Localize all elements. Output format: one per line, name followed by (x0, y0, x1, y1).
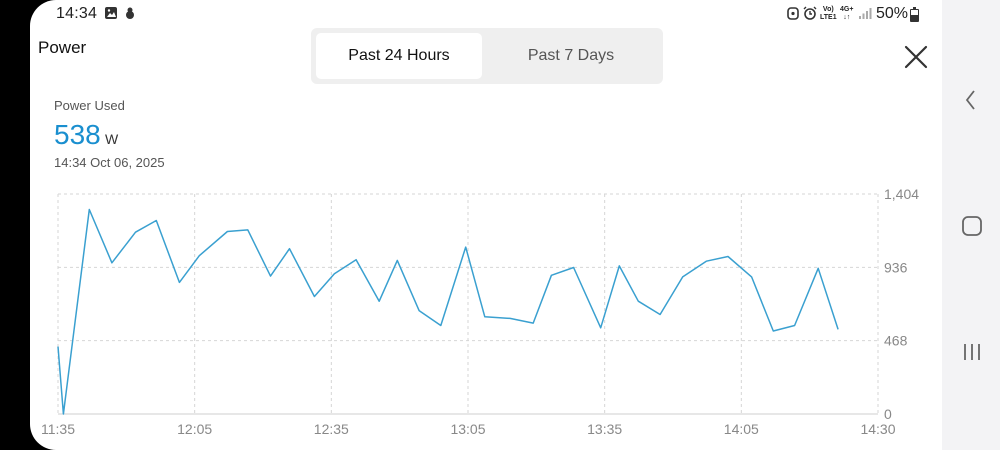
battery-percent: 50% (876, 5, 909, 22)
app-screen: 14:34 Vo) LTE1 4G+ ↓↑ 50% Power Past 24 Ho… (30, 0, 942, 450)
x-tick-label: 13:05 (450, 421, 485, 437)
x-tick-label: 12:35 (314, 421, 349, 437)
x-tick-label: 14:05 (724, 421, 759, 437)
y-tick-label: 0 (884, 406, 892, 422)
back-button[interactable] (962, 88, 980, 117)
close-icon (904, 45, 928, 69)
metric-label: Power Used (54, 98, 125, 113)
app-notification-icon (123, 6, 137, 24)
recents-icon (964, 344, 980, 360)
status-bar: 14:34 Vo) LTE1 4G+ ↓↑ 50% (30, 0, 942, 28)
series-line (57, 208, 839, 415)
metric-unit: W (105, 131, 119, 147)
x-tick-label: 13:35 (587, 421, 622, 437)
y-tick-label: 468 (884, 333, 908, 349)
y-tick-label: 1,404 (884, 186, 919, 202)
x-tick-label: 11:35 (41, 421, 75, 437)
tab-past-7-days[interactable]: Past 7 Days (527, 47, 615, 64)
metric-value: 538 (54, 119, 101, 150)
system-nav-bar (942, 0, 1000, 450)
y-tick-label: 936 (884, 259, 908, 275)
page-title: Power (38, 38, 87, 57)
tab-past-24-hours[interactable]: Past 24 Hours (316, 33, 482, 79)
home-button[interactable] (961, 215, 983, 242)
home-icon (962, 216, 982, 236)
power-line-chart: 11:35 12:05 12:35 13:05 13:35 14:05 14:30 1,404… (41, 186, 919, 437)
recents-button[interactable] (961, 341, 983, 368)
signal-icon (858, 6, 872, 24)
key-icon (786, 6, 800, 24)
battery-icon (910, 7, 919, 22)
alarm-icon (803, 6, 817, 24)
gallery-icon (104, 6, 118, 24)
network-gen-label: 4G+ ↓↑ (840, 6, 854, 21)
volte-label: Vo) LTE1 (820, 6, 837, 21)
status-time: 14:34 (56, 5, 98, 22)
phone-bezel (0, 0, 30, 450)
x-tick-label: 12:05 (177, 421, 212, 437)
metric-timestamp: 14:34 Oct 06, 2025 (54, 155, 165, 170)
time-range-tabs: Past 24 Hours Past 7 Days (311, 28, 663, 84)
chevron-left-icon (965, 90, 975, 110)
x-tick-label: 14:30 (860, 421, 895, 437)
close-button[interactable] (896, 38, 936, 78)
